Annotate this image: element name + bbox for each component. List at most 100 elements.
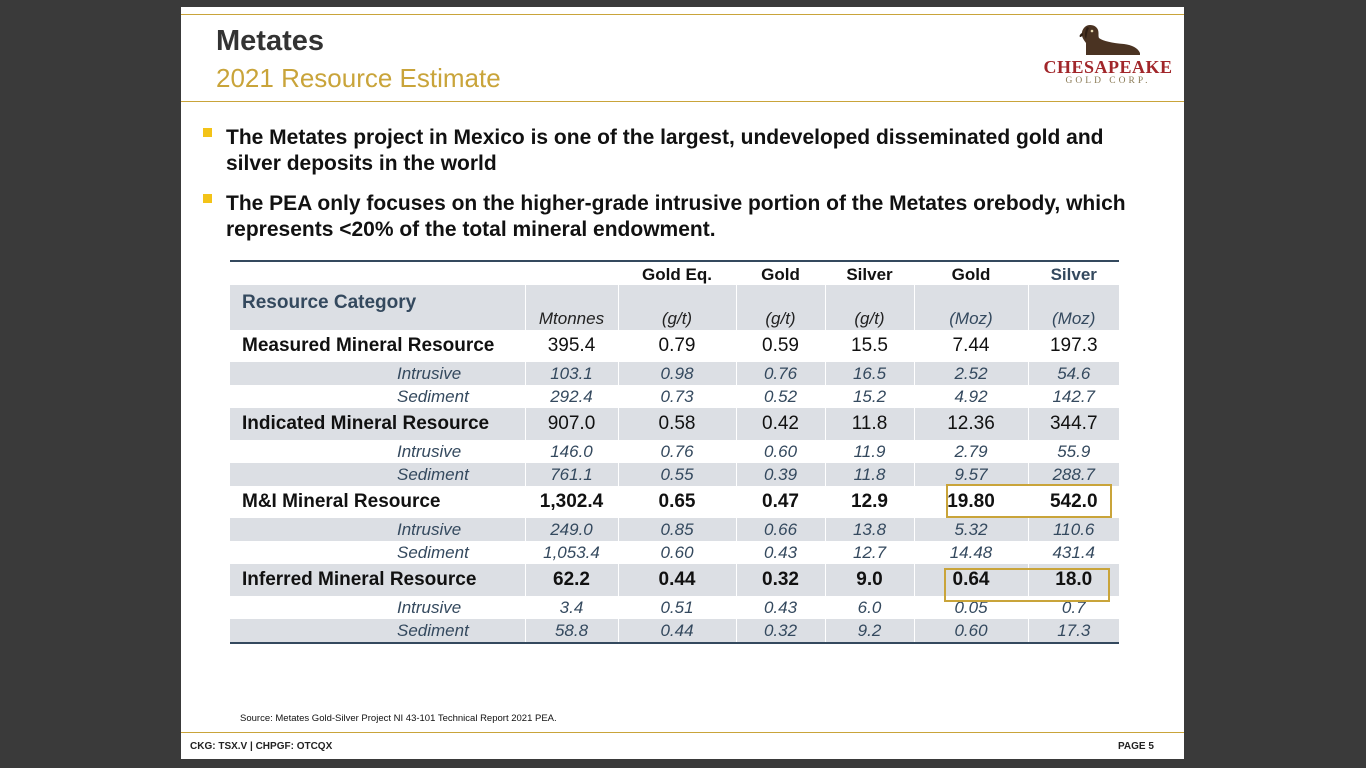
table-cell: 0.85 xyxy=(617,518,736,541)
table-row: Sediment 1,053.4 0.60 0.43 12.7 14.48 43… xyxy=(230,541,1119,564)
header-rule xyxy=(181,101,1184,102)
table-cell: 0.32 xyxy=(735,619,825,644)
table-cell: 0.32 xyxy=(735,564,825,596)
unit-cell: (g/t) xyxy=(617,285,736,330)
bullet-list: The Metates project in Mexico is one of … xyxy=(203,125,1153,257)
table-cell: 16.5 xyxy=(824,362,914,385)
table-row: Sediment 292.4 0.73 0.52 15.2 4.92 142.7 xyxy=(230,385,1119,408)
table-cell: 288.7 xyxy=(1027,463,1119,486)
table-cell: 0.52 xyxy=(735,385,825,408)
unit-cell: (Moz) xyxy=(1027,285,1119,330)
table-units-row: Resource Category Mtonnes (g/t) (g/t) (g… xyxy=(230,285,1119,330)
header-cell: Silver xyxy=(824,260,914,285)
table-cell: 7.44 xyxy=(913,330,1028,362)
table-row: Sediment 761.1 0.55 0.39 11.8 9.57 288.7 xyxy=(230,463,1119,486)
table-cell: 0.44 xyxy=(617,619,736,644)
row-label: Intrusive xyxy=(397,441,462,461)
table-row: Intrusive 146.0 0.76 0.60 11.9 2.79 55.9 xyxy=(230,440,1119,463)
row-label: Sediment xyxy=(397,386,469,406)
category-header: Resource Category xyxy=(242,292,417,313)
company-logo: CHESAPEAKE GOLD CORP. xyxy=(1033,21,1183,101)
table-cell: 9.57 xyxy=(913,463,1028,486)
table-cell: 54.6 xyxy=(1027,362,1119,385)
table-cell: 0.42 xyxy=(735,408,825,440)
table-cell: 431.4 xyxy=(1027,541,1119,564)
table-cell: 11.8 xyxy=(824,408,914,440)
header-cell xyxy=(230,260,525,285)
table-cell: 110.6 xyxy=(1027,518,1119,541)
bullet-item: The Metates project in Mexico is one of … xyxy=(203,125,1153,177)
logo-tagline: GOLD CORP. xyxy=(1065,76,1151,86)
unit-cell: Mtonnes xyxy=(524,285,618,330)
table-cell: 0.47 xyxy=(735,486,825,518)
table-cell: 907.0 xyxy=(524,408,618,440)
table-cell: 197.3 xyxy=(1027,330,1119,362)
table-cell: 0.43 xyxy=(735,596,825,619)
logo-name: CHESAPEAKE xyxy=(1043,57,1173,77)
row-label: Sediment xyxy=(397,464,469,484)
slide: Metates 2021 Resource Estimate CHESAPEAK… xyxy=(181,7,1184,759)
row-label: Intrusive xyxy=(397,597,462,617)
table-cell: 4.92 xyxy=(913,385,1028,408)
table-cell: 0.44 xyxy=(617,564,736,596)
table-cell: 5.32 xyxy=(913,518,1028,541)
table-cell: 344.7 xyxy=(1027,408,1119,440)
table-cell: 12.9 xyxy=(824,486,914,518)
table-header-row: Gold Eq. Gold Silver Gold Silver xyxy=(230,260,1119,285)
table-cell: 0.60 xyxy=(617,541,736,564)
table-cell: 0.76 xyxy=(735,362,825,385)
table-cell: 0.59 xyxy=(735,330,825,362)
table-cell: 0.98 xyxy=(617,362,736,385)
table-cell: 395.4 xyxy=(524,330,618,362)
table-cell: 292.4 xyxy=(524,385,618,408)
table-cell: 0.76 xyxy=(617,440,736,463)
table-cell: 9.2 xyxy=(824,619,914,644)
unit-cell: (g/t) xyxy=(735,285,825,330)
row-label: Intrusive xyxy=(397,363,462,383)
table-cell: 0.58 xyxy=(617,408,736,440)
table-cell: 0.60 xyxy=(735,440,825,463)
table-cell: 0.73 xyxy=(617,385,736,408)
table-cell: 0.39 xyxy=(735,463,825,486)
table-cell: 0.60 xyxy=(913,619,1028,644)
table-cell: 55.9 xyxy=(1027,440,1119,463)
bullet-text: The Metates project in Mexico is one of … xyxy=(226,126,1104,175)
footer-tickers: CKG: TSX.V | CHPGF: OTCQX xyxy=(190,741,333,752)
unit-cell: (g/t) xyxy=(824,285,914,330)
header-cell xyxy=(524,260,618,285)
table-cell: 11.9 xyxy=(824,440,914,463)
table-cell: 12.36 xyxy=(913,408,1028,440)
table-row: Measured Mineral Resource 395.4 0.79 0.5… xyxy=(230,330,1119,362)
table-cell: 0.65 xyxy=(617,486,736,518)
table-cell: 9.0 xyxy=(824,564,914,596)
table-cell: 146.0 xyxy=(524,440,618,463)
table-cell: 12.7 xyxy=(824,541,914,564)
inferred-total-highlight-box xyxy=(944,568,1110,602)
mi-total-highlight-box xyxy=(946,484,1112,518)
table-cell: 3.4 xyxy=(524,596,618,619)
table-row: Indicated Mineral Resource 907.0 0.58 0.… xyxy=(230,408,1119,440)
row-label: Intrusive xyxy=(397,519,462,539)
unit-cell: (Moz) xyxy=(913,285,1028,330)
table-cell: 0.51 xyxy=(617,596,736,619)
table-row: Intrusive 249.0 0.85 0.66 13.8 5.32 110.… xyxy=(230,518,1119,541)
table-cell: 0.55 xyxy=(617,463,736,486)
table-cell: 2.52 xyxy=(913,362,1028,385)
row-label: Sediment xyxy=(397,542,469,562)
header-cell: Gold xyxy=(913,260,1028,285)
table-cell: 62.2 xyxy=(524,564,618,596)
table-cell: 58.8 xyxy=(524,619,618,644)
table-cell: 0.66 xyxy=(735,518,825,541)
table-row: Intrusive 103.1 0.98 0.76 16.5 2.52 54.6 xyxy=(230,362,1119,385)
table-cell: 1,302.4 xyxy=(524,486,618,518)
table-cell: 542.0 xyxy=(1027,486,1119,518)
footer-rule xyxy=(181,732,1184,733)
table-cell: 2.79 xyxy=(913,440,1028,463)
source-note: Source: Metates Gold-Silver Project NI 4… xyxy=(240,713,557,724)
table-cell: 142.7 xyxy=(1027,385,1119,408)
table-cell: 14.48 xyxy=(913,541,1028,564)
table-cell: 249.0 xyxy=(524,518,618,541)
row-label: M&I Mineral Resource xyxy=(242,491,441,512)
page-number: PAGE 5 xyxy=(1118,741,1154,752)
row-label: Indicated Mineral Resource xyxy=(242,413,490,434)
